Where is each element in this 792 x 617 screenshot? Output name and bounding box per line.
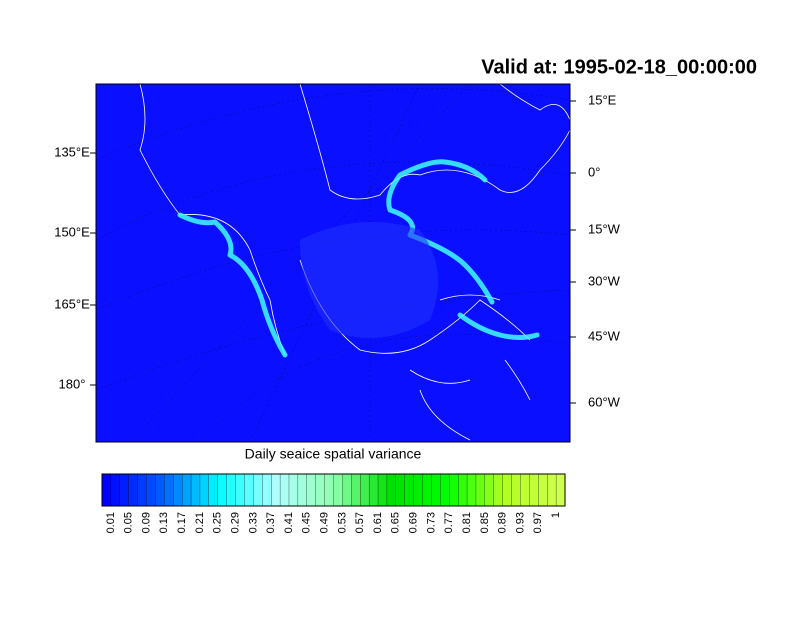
title: Valid at: 1995-02-18_00:00:00 (481, 56, 757, 78)
colorbar-box (449, 473, 459, 507)
colorbar-label: 1 (550, 512, 562, 518)
lon-label: 0° (588, 164, 600, 179)
colorbar-label: 0.85 (479, 512, 491, 533)
colorbar-box (262, 473, 272, 507)
colorbar-box (101, 473, 112, 507)
colorbar-box (190, 473, 201, 507)
colorbar-box (520, 473, 530, 507)
colorbar-label: 0.17 (176, 512, 188, 533)
colorbar-box (217, 473, 228, 507)
colorbar-label: 0.09 (140, 512, 152, 533)
colorbar-label: 0.49 (319, 512, 331, 533)
colorbar-box (342, 473, 352, 507)
colorbar-label: 0.13 (158, 512, 170, 533)
colorbar-box (493, 473, 504, 507)
colorbar-label: 0.57 (354, 512, 366, 533)
colorbar-box (351, 473, 361, 507)
colorbar-box (128, 473, 139, 507)
map (95, 83, 571, 443)
colorbar-box (333, 473, 343, 507)
colorbar-box (413, 473, 423, 507)
colorbar-box (244, 473, 254, 507)
colorbar-label: 0.93 (514, 512, 526, 533)
colorbar-box (235, 473, 245, 507)
colorbar-label: 0.41 (283, 512, 295, 533)
lon-label: 180° (59, 376, 86, 391)
colorbar-box (386, 473, 397, 507)
colorbar-box (306, 473, 317, 507)
colorbar-box (288, 473, 299, 507)
colorbar-box (155, 473, 165, 507)
colorbar-box (404, 473, 415, 507)
colorbar-box (324, 473, 334, 507)
colorbar-box (315, 473, 326, 507)
colorbar-label: 0.89 (497, 512, 509, 533)
map-border (95, 83, 571, 443)
colorbar-label: 0.53 (336, 512, 348, 533)
colorbar-box (458, 473, 468, 507)
colorbar-label: 0.77 (443, 512, 455, 533)
colorbar-box (484, 473, 495, 507)
colorbar-border (101, 473, 566, 507)
colorbar-label: 0.29 (229, 512, 241, 533)
colorbar-box (226, 473, 237, 507)
colorbar-box (164, 473, 174, 507)
colorbar-box (395, 473, 406, 507)
lon-label: 150°E (54, 224, 90, 239)
colorbar-label: 0.81 (461, 512, 473, 533)
colorbar-title: Daily seaice spatial variance (245, 446, 422, 462)
colorbar-box (297, 473, 308, 507)
colorbar-box (173, 473, 183, 507)
colorbar-label: 0.97 (532, 512, 544, 533)
colorbar-label: 0.61 (372, 512, 384, 533)
lon-label: 165°E (54, 296, 90, 311)
colorbar-label: 0.45 (301, 512, 313, 533)
colorbar-box (110, 473, 121, 507)
ice-edge (177, 212, 288, 358)
colorbar-box (511, 473, 521, 507)
colorbar-label: 0.69 (408, 512, 420, 533)
colorbar-box (422, 473, 432, 507)
colorbar-box (431, 473, 441, 507)
colorbar-box (279, 473, 290, 507)
lon-label: 15°E (588, 92, 617, 107)
colorbar-box (181, 473, 192, 507)
colorbar-box (547, 473, 557, 507)
colorbar-box (146, 473, 156, 507)
colorbar-box (253, 473, 263, 507)
colorbar-box (137, 473, 147, 507)
colorbar-box (377, 473, 388, 507)
colorbar-label: 0.01 (105, 512, 117, 533)
lon-label: 30°W (588, 273, 621, 288)
sea-ice-region (300, 222, 438, 338)
colorbar-box (502, 473, 513, 507)
colorbar-label: 0.21 (194, 512, 206, 533)
colorbar-label: 0.33 (247, 512, 259, 533)
lon-label: 15°W (588, 221, 621, 236)
lon-label: 60°W (588, 394, 621, 409)
colorbar-box (529, 473, 539, 507)
lon-label: 45°W (588, 328, 621, 343)
colorbar-box (271, 473, 281, 507)
colorbar-box (199, 473, 210, 507)
colorbar-label: 0.25 (212, 512, 224, 533)
colorbar-box (475, 473, 486, 507)
colorbar-box (440, 473, 450, 507)
colorbar-label: 0.65 (390, 512, 402, 533)
colorbar-label: 0.37 (265, 512, 277, 533)
colorbar-box (119, 473, 130, 507)
colorbar-box (555, 473, 566, 507)
colorbar-box (466, 473, 477, 507)
colorbar-box (368, 473, 379, 507)
colorbar-label: 0.73 (425, 512, 437, 533)
colorbar-box (538, 473, 548, 507)
colorbar-box (360, 473, 370, 507)
lon-label: 135°E (54, 144, 90, 159)
colorbar-label: 0.05 (123, 512, 135, 533)
colorbar-box (208, 473, 219, 507)
coastline (139, 83, 571, 441)
